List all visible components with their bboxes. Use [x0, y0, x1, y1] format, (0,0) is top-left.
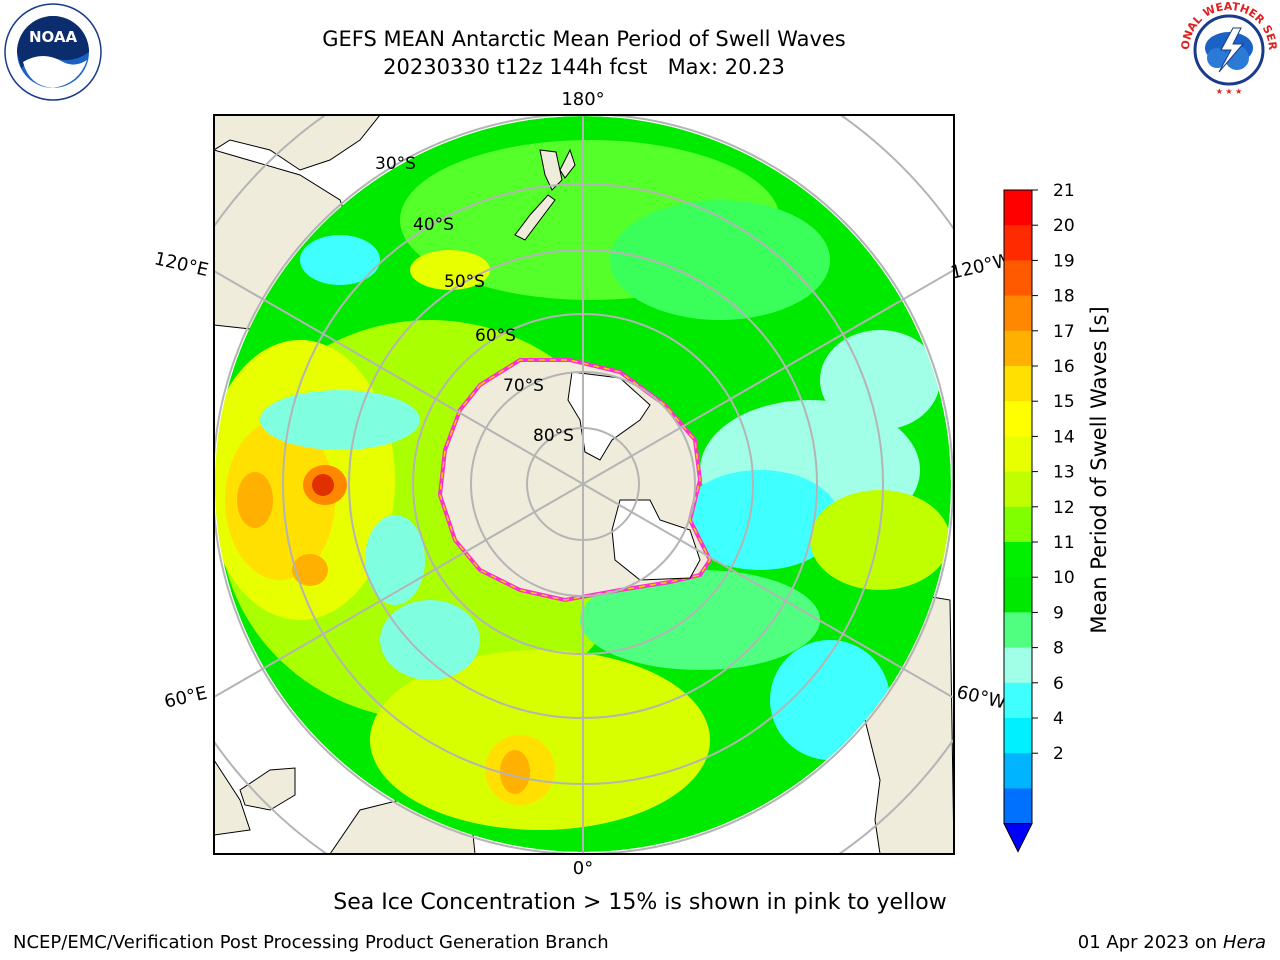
map-subtitle: 20230330 t12z 144h fcst Max: 20.23 — [0, 55, 1168, 79]
lat-label-60s: 60°S — [475, 326, 516, 346]
run-label: 20230330 t12z 144h fcst — [383, 55, 648, 79]
colorbar-extend-arrow — [1003, 823, 1033, 853]
lon-label-120w: 120°W — [949, 249, 1014, 283]
colorbar-segment — [1004, 753, 1032, 789]
colorbar-segment — [1004, 612, 1032, 649]
lat-label-50s: 50°S — [444, 272, 485, 292]
colorbar-segment — [1004, 225, 1032, 261]
colorbar-tick-label: 19 — [1053, 251, 1075, 271]
footer-date-text: 01 Apr 2023 on — [1077, 932, 1218, 953]
colorbar-segment — [1004, 788, 1032, 825]
national-weather-service-logo: NATIONAL WEATHER SERVICE ★ ★ ★ — [1179, 0, 1279, 97]
lon-label-180: 180° — [561, 89, 604, 110]
colorbar-segment — [1004, 718, 1032, 754]
colorbar-segment — [1004, 577, 1032, 613]
colorbar-segment — [1004, 366, 1032, 402]
colorbar-segment — [1004, 471, 1032, 508]
max-label: Max: 20.23 — [667, 55, 785, 79]
colorbar-segment — [1004, 506, 1032, 543]
sea-ice-note: Sea Ice Concentration > 15% is shown in … — [333, 890, 947, 915]
noaa-logo: NOAA — [4, 3, 102, 101]
colorbar-segment — [1004, 260, 1032, 297]
colorbar-tick-label: 2 — [1053, 744, 1064, 764]
colorbar-tick-label: 21 — [1053, 181, 1075, 201]
colorbar-segment — [1004, 295, 1032, 332]
colorbar-tick-label: 14 — [1053, 427, 1075, 447]
colorbar-tick-label: 12 — [1053, 498, 1075, 518]
colorbar-label: Mean Period of Swell Waves [s] — [1087, 306, 1111, 633]
colorbar: 21 20 19 18 17 16 15 14 13 12 11 10 9 8 6 4 2 — [1003, 181, 1075, 853]
svg-text:NOAA: NOAA — [29, 28, 78, 46]
colorbar-segment — [1004, 401, 1032, 437]
colorbar-tick-label: 18 — [1053, 287, 1075, 307]
colorbar-tick-label: 6 — [1053, 674, 1064, 694]
colorbar-tick-label: 11 — [1053, 533, 1075, 553]
lat-label-40s: 40°S — [413, 215, 454, 235]
lat-label-80s: 80°S — [533, 426, 574, 446]
lon-label-0: 0° — [573, 858, 593, 879]
footer-machine: Hera — [1222, 932, 1266, 953]
colorbar-tick-label: 17 — [1053, 322, 1075, 342]
colorbar-tick-label: 8 — [1053, 639, 1064, 659]
colorbar-tick-label: 10 — [1053, 568, 1075, 588]
colorbar-segment — [1004, 330, 1032, 367]
lon-label-60e: 60°E — [162, 683, 209, 713]
colorbar-tick-label: 15 — [1053, 392, 1075, 412]
colorbar-tick-label: 20 — [1053, 216, 1075, 236]
colorbar-segment — [1004, 436, 1032, 473]
colorbar-tick-label: 13 — [1053, 463, 1075, 483]
map-frame — [213, 114, 955, 855]
map-title: GEFS MEAN Antarctic Mean Period of Swell… — [322, 27, 846, 51]
svg-text:★ ★ ★: ★ ★ ★ — [1216, 87, 1243, 96]
lat-label-30s: 30°S — [375, 154, 416, 174]
lon-label-60w: 60°W — [955, 682, 1008, 714]
new-zealand — [514, 148, 576, 241]
lon-label-120e: 120°E — [152, 248, 210, 281]
footer-date: 01 Apr 2023 on Hera — [1078, 932, 1266, 953]
colorbar-tick-label: 4 — [1053, 709, 1064, 729]
colorbar-segment — [1004, 682, 1032, 719]
colorbar-segment — [1004, 542, 1032, 578]
colorbar-tick-label: 9 — [1053, 603, 1064, 623]
colorbar-segment — [1004, 647, 1032, 684]
colorbar-tick-label: 16 — [1053, 357, 1075, 377]
lat-label-70s: 70°S — [503, 376, 544, 396]
footer-credit: NCEP/EMC/Verification Post Processing Pr… — [13, 932, 609, 953]
colorbar-segment — [1004, 190, 1032, 226]
